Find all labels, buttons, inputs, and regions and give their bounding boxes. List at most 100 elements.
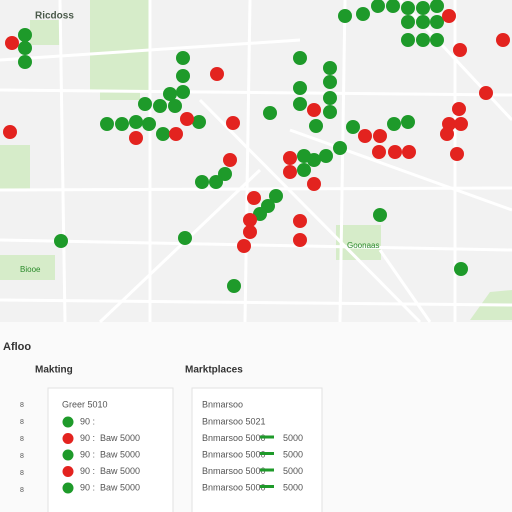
- marker-green: [115, 117, 129, 131]
- marker-green: [338, 9, 352, 23]
- row-dot: [62, 449, 74, 461]
- marker-green: [18, 28, 32, 42]
- marker-green: [454, 262, 468, 276]
- row-text: 5000: [283, 466, 303, 476]
- marker-red: [223, 153, 237, 167]
- marker-red: [358, 129, 372, 143]
- row-bar: [260, 435, 274, 439]
- marker-green: [129, 115, 143, 129]
- row-text: Bnmarsoo 5000: [202, 482, 266, 492]
- marker-green: [371, 0, 385, 13]
- marker-red: [402, 145, 416, 159]
- card: [191, 387, 323, 512]
- marker-green: [100, 117, 114, 131]
- marker-green: [401, 115, 415, 129]
- marker-green: [373, 208, 387, 222]
- marker-green: [297, 149, 311, 163]
- marker-red: [307, 177, 321, 191]
- marker-green: [323, 91, 337, 105]
- marker-red: [442, 9, 456, 23]
- row-number: 8: [20, 470, 24, 477]
- marker-red: [373, 129, 387, 143]
- marker-green: [293, 97, 307, 111]
- marker-red: [180, 112, 194, 126]
- row-number: 8: [20, 419, 24, 426]
- marker-green: [263, 106, 277, 120]
- marker-green: [176, 51, 190, 65]
- marker-green: [346, 120, 360, 134]
- street: [98, 168, 262, 324]
- marker-green: [416, 1, 430, 15]
- marker-green: [323, 61, 337, 75]
- marker-red: [452, 102, 466, 116]
- marker-red: [450, 147, 464, 161]
- marker-green: [430, 33, 444, 47]
- street: [198, 98, 422, 324]
- street: [338, 0, 347, 323]
- row-dot: [62, 416, 74, 428]
- marker-green: [323, 105, 337, 119]
- map-background: [0, 0, 512, 322]
- marker-red: [496, 33, 510, 47]
- marker-red: [243, 225, 257, 239]
- marker-red: [247, 191, 261, 205]
- marker-green: [18, 55, 32, 69]
- row-text: Baw 5000: [100, 449, 140, 459]
- marker-green: [333, 141, 347, 155]
- markers: [3, 0, 510, 293]
- street: [0, 238, 512, 252]
- marker-green: [178, 231, 192, 245]
- row-text: Bnmarsoo 5021: [202, 416, 266, 426]
- row-text: 90 :: [80, 466, 95, 476]
- street: [0, 88, 512, 97]
- row-number: 8: [20, 487, 24, 494]
- marker-green: [319, 149, 333, 163]
- marker-green: [176, 69, 190, 83]
- row-dot: [62, 466, 74, 477]
- map-label: Biooe: [20, 265, 41, 274]
- marker-green: [416, 15, 430, 29]
- marker-red: [440, 127, 454, 141]
- marker-green: [297, 163, 311, 177]
- row-number: 8: [20, 402, 24, 409]
- marker-green: [163, 87, 177, 101]
- marker-green: [138, 97, 152, 111]
- map-label: Goonaas: [347, 241, 379, 250]
- street: [0, 298, 512, 307]
- row-dot: [62, 433, 74, 444]
- row-text: 90 :: [80, 433, 95, 443]
- section-title: Marktplaces: [185, 365, 243, 376]
- marker-green: [227, 279, 241, 293]
- marker-red: [169, 127, 183, 141]
- section-header: Bnmarsoo: [202, 399, 243, 409]
- marker-green: [195, 175, 209, 189]
- marker-red: [453, 43, 467, 57]
- row-text: Baw 5000: [100, 433, 140, 443]
- marker-green: [218, 167, 232, 181]
- marker-green: [168, 99, 182, 113]
- row-text: 90 :: [80, 482, 95, 492]
- row-bar: [260, 468, 274, 472]
- marker-red: [293, 214, 307, 228]
- street: [0, 38, 301, 62]
- row-text: Bnmarsoo 5000: [202, 433, 266, 443]
- marker-green: [401, 33, 415, 47]
- marker-red: [5, 36, 19, 50]
- row-bar: [260, 452, 274, 455]
- row-text: 5000: [283, 449, 303, 459]
- row-number: 8: [20, 453, 24, 460]
- marker-red: [283, 165, 297, 179]
- marker-green: [386, 0, 400, 13]
- marker-red: [243, 213, 257, 227]
- row-number: 8: [20, 436, 24, 443]
- marker-green: [356, 7, 370, 21]
- street: [243, 0, 252, 323]
- row-text: Baw 5000: [100, 466, 140, 476]
- row-text: Bnmarsoo 5000: [202, 466, 266, 476]
- marker-green: [430, 15, 444, 29]
- panel: 8 8 8 8 8 8 Makting Greer 5010 90 : 90 : Baw 5000 9…: [20, 365, 303, 494]
- row-text: Bnmarsoo 5000: [202, 449, 266, 459]
- marker-green: [142, 117, 156, 131]
- marker-red: [210, 67, 224, 81]
- marker-green: [156, 127, 170, 141]
